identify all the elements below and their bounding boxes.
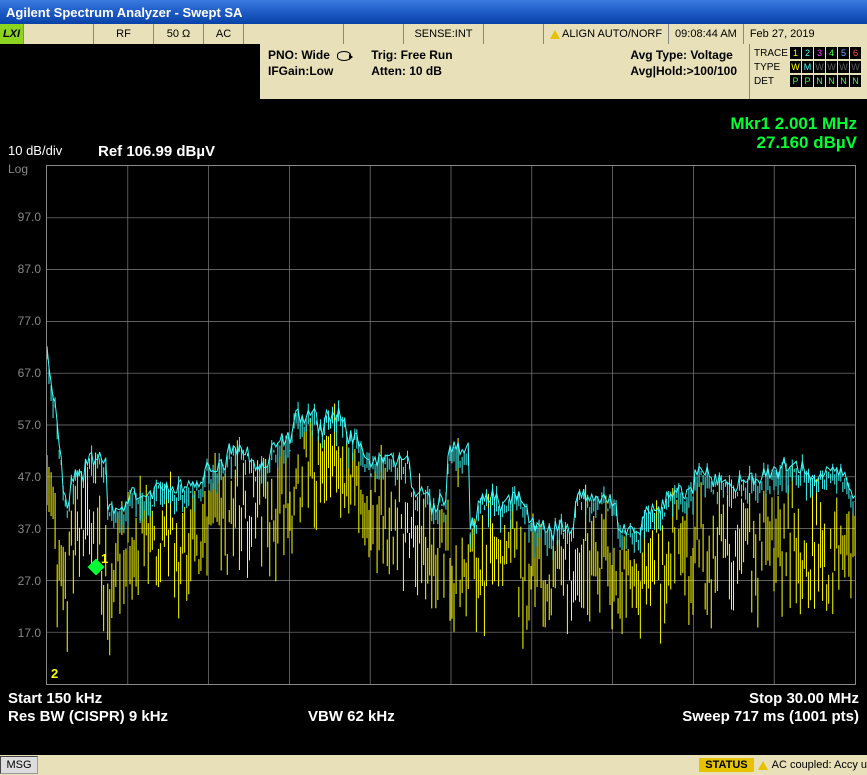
info-col-trig: Trig: Free Run Atten: 10 dB <box>371 48 452 95</box>
footer-bar: MSG STATUS AC coupled: Accy u <box>0 755 867 775</box>
y-tick-label: 77.0 <box>5 314 41 328</box>
y-tick-label: 27.0 <box>5 574 41 588</box>
marker-amp: 27.160 dBµV <box>730 134 857 153</box>
avg-type: Avg Type: Voltage <box>630 48 737 64</box>
trace-box: W <box>838 61 849 73</box>
marker-label: 1 <box>101 551 108 566</box>
trace-numbers: 123456 <box>790 47 862 59</box>
trace-box: P <box>802 75 813 87</box>
marker-readout: Mkr1 2.001 MHz 27.160 dBµV <box>730 115 857 152</box>
info-col-pno: PNO: Wide IFGain:Low <box>268 48 351 95</box>
window-titlebar: Agilent Spectrum Analyzer - Swept SA <box>0 0 867 24</box>
y-tick-label: 87.0 <box>5 262 41 276</box>
status-sense: SENSE:INT <box>404 24 484 44</box>
trace-box: N <box>850 75 861 87</box>
type-label: TYPE <box>754 62 790 73</box>
y-tick-label: 67.0 <box>5 366 41 380</box>
trace-box: W <box>826 61 837 73</box>
trace-box: 3 <box>814 47 825 59</box>
y-tick-label: 17.0 <box>5 626 41 640</box>
sweep-time: Sweep 717 ms (1001 pts) <box>682 708 859 726</box>
pno-value: PNO: Wide <box>268 48 351 64</box>
msg-button[interactable]: MSG <box>0 756 38 774</box>
trace-box: W <box>790 61 801 73</box>
status-align: ALIGN AUTO/NORF <box>544 24 669 44</box>
trace-box: 5 <box>838 47 849 59</box>
y-tick-label: 97.0 <box>5 210 41 224</box>
trace-box: N <box>826 75 837 87</box>
ifgain-value: IFGain:Low <box>268 64 351 80</box>
marker-freq: Mkr1 2.001 MHz <box>730 115 857 134</box>
info-row: PNO: Wide IFGain:Low Trig: Free Run Atte… <box>0 44 867 99</box>
y-tick-label: 37.0 <box>5 522 41 536</box>
log-label: Log <box>8 162 28 176</box>
warning-icon <box>550 30 560 39</box>
status-time: 09:08:44 AM <box>669 24 744 44</box>
trace-box: W <box>814 61 825 73</box>
stop-freq: Stop 30.00 MHz <box>749 690 859 708</box>
align-text: ALIGN AUTO/NORF <box>562 28 662 40</box>
trace-box: 1 <box>790 47 801 59</box>
trace-box: N <box>814 75 825 87</box>
trig-value: Trig: Free Run <box>371 48 452 64</box>
trace-box: 6 <box>850 47 861 59</box>
bottom-info: Start 150 kHz Stop 30.00 MHz Res BW (CIS… <box>8 690 859 726</box>
status-cell <box>344 24 404 44</box>
status-impedance: 50 Ω <box>154 24 204 44</box>
res-bw: Res BW (CISPR) 9 kHz <box>8 708 168 726</box>
atten-value: Atten: 10 dB <box>371 64 452 80</box>
status-date: Feb 27, 2019 <box>744 24 821 44</box>
avg-hold: Avg|Hold:>100/100 <box>630 64 737 80</box>
footer-warning: AC coupled: Accy u <box>772 759 867 771</box>
status-cell <box>24 24 94 44</box>
trace-types: WMWWWW <box>790 61 862 73</box>
det-label: DET <box>754 76 790 87</box>
trace-dets: PPNNNN <box>790 75 862 87</box>
y-tick-label: 47.0 <box>5 470 41 484</box>
trace-box: W <box>850 61 861 73</box>
trace-box: 4 <box>826 47 837 59</box>
info-col-avg: Avg Type: Voltage Avg|Hold:>100/100 <box>630 48 737 95</box>
info-left-blank <box>0 44 260 99</box>
ref-level: Ref 106.99 dBµV <box>98 143 215 160</box>
window-title: Agilent Spectrum Analyzer - Swept SA <box>6 5 242 20</box>
info-mid: PNO: Wide IFGain:Low Trig: Free Run Atte… <box>260 44 749 99</box>
status-cell <box>244 24 344 44</box>
start-freq: Start 150 kHz <box>8 690 102 708</box>
trace-box: 2 <box>802 47 813 59</box>
status-cell <box>484 24 544 44</box>
status-strip: LXI RF 50 Ω AC SENSE:INT ALIGN AUTO/NORF… <box>0 24 867 44</box>
ref-row: 10 dB/div Ref 106.99 dBµV <box>8 143 215 160</box>
status-badge: STATUS <box>699 758 753 772</box>
status-coupling: AC <box>204 24 244 44</box>
trace-box: M <box>802 61 813 73</box>
warning-icon <box>758 761 768 770</box>
db-per-div: 10 dB/div <box>8 143 98 160</box>
vbw: VBW 62 kHz <box>308 708 395 726</box>
marker-label: 2 <box>51 666 58 681</box>
y-tick-label: 57.0 <box>5 418 41 432</box>
trace-panel: TRACE 123456 TYPE WMWWWW DET PPNNNN <box>749 44 867 99</box>
trace-box: N <box>838 75 849 87</box>
sweep-icon <box>337 51 351 61</box>
lxi-indicator: LXI <box>0 24 24 44</box>
trace-box: P <box>790 75 801 87</box>
trace-label: TRACE <box>754 48 790 59</box>
spectrum-plot[interactable] <box>46 165 856 685</box>
status-rf: RF <box>94 24 154 44</box>
